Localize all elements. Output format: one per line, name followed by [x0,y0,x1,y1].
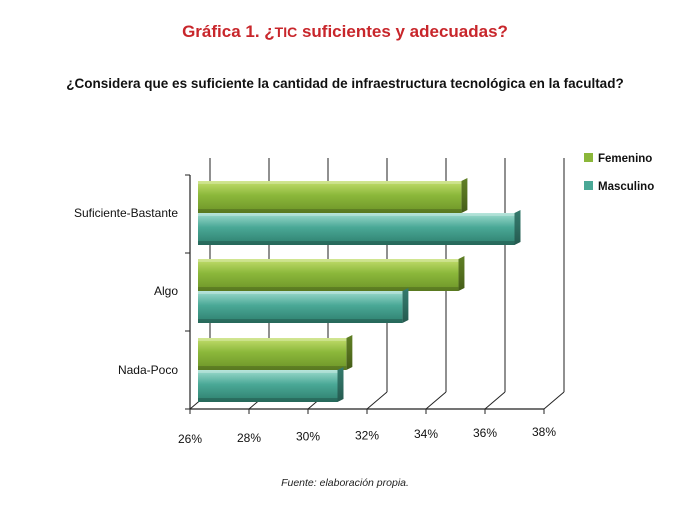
bar-highlight [198,370,338,373]
bar-shadow [198,319,403,323]
title-rest: suficientes y adecuadas? [297,22,508,41]
x-tick-label: 32% [355,428,379,442]
legend-label-masculino: Masculino [598,181,654,193]
bar-masculino-2 [198,367,344,402]
title-tic: TIC [274,24,298,40]
bar-end [337,367,344,402]
bar-shadow [198,366,347,370]
x-tick-label: 30% [296,430,320,444]
bar-highlight [198,213,515,216]
bar-masculino-0 [198,210,521,245]
bar-femenino-1 [198,256,465,291]
bar-end [402,288,409,323]
source-note: Fuente: elaboración propia. [281,477,409,489]
bar-masculino-1 [198,288,409,323]
bar-shadow [198,241,515,245]
category-label: Suficiente-Bastante [74,206,178,220]
bar-shadow [198,287,459,291]
gridline-depth [425,391,447,410]
bar-face [198,338,347,370]
bar-end [461,178,468,213]
x-tick-label: 34% [414,427,438,441]
bar-highlight [198,259,459,262]
gridline-depth [484,391,506,410]
legend-label-femenino: Femenino [598,153,652,165]
gridline-depth [543,391,565,410]
x-tick-label: 26% [178,432,202,446]
bar-end [514,210,521,245]
bar-highlight [198,181,462,184]
bar-face [198,259,459,291]
bar-end [346,335,353,370]
chart-title: Gráfica 1. ¿TIC suficientes y adecuadas? [0,22,690,42]
chart-subtitle: ¿Considera que es suficiente la cantidad… [66,76,624,91]
title-prefix: Gráfica 1. ¿ [182,22,275,41]
bar-highlight [198,338,347,341]
bar-shadow [198,398,338,402]
category-label: Nada-Poco [118,363,178,377]
bar-shadow [198,209,462,213]
bar-face [198,213,515,245]
bar-face [198,181,462,213]
bar-femenino-2 [198,335,353,370]
legend-swatch-femenino [584,153,593,162]
x-tick-label: 28% [237,431,261,445]
bar-end [458,256,465,291]
bar-highlight [198,291,403,294]
x-tick-label: 38% [532,425,556,439]
gridline-depth [366,391,388,410]
bar-face [198,291,403,323]
bar-femenino-0 [198,178,468,213]
category-label: Algo [154,284,178,298]
legend-swatch-masculino [584,181,593,190]
bar-face [198,370,338,402]
x-tick-label: 36% [473,426,497,440]
